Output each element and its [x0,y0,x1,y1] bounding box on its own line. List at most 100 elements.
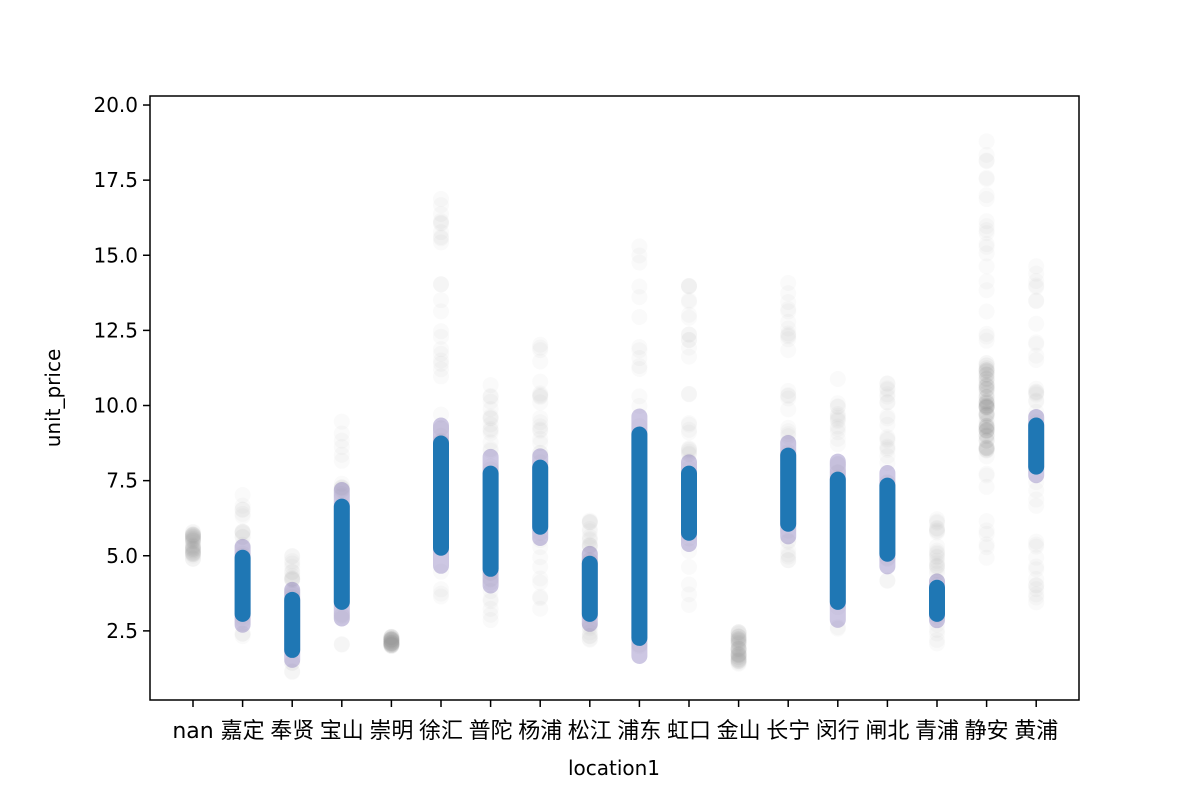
category-points-浦东 [631,238,648,664]
data-point [978,417,995,434]
x-axis-label: location1 [568,756,660,780]
data-point [978,399,995,416]
data-point [879,572,896,589]
data-point [829,420,846,437]
category-points-松江 [581,512,598,648]
data-point [1028,385,1045,402]
y-tick-label: 5.0 [106,544,138,568]
data-point [929,557,945,574]
data-point [730,648,747,665]
data-point [978,536,995,553]
data-point [185,544,201,561]
data-point [234,523,251,540]
data-point [482,410,499,427]
data-point [978,357,995,374]
data-point [185,533,201,550]
data-point [631,338,648,355]
data-point [383,629,400,646]
data-point [929,552,945,569]
data-point [1028,403,1045,420]
data-point [978,440,995,457]
data-point [780,320,797,337]
data-point [681,597,697,614]
data-point [681,543,697,560]
data-point [730,632,747,649]
data-point [929,548,945,565]
data-point [284,548,301,565]
data-point [482,388,499,405]
data-point [333,486,350,503]
data-point [581,523,598,540]
data-point [730,646,747,663]
data-point [978,539,995,556]
data-point [383,631,400,648]
data-point [383,635,400,652]
data-point [829,436,846,453]
data-point [383,635,400,652]
category-points-崇明 [383,628,400,654]
data-point [433,197,449,214]
data-point [185,546,201,563]
data-point [631,388,648,405]
data-point [978,218,995,235]
data-point [978,432,995,449]
data-point [681,278,697,295]
data-point [978,399,995,416]
data-point [929,625,945,642]
data-point [383,629,400,646]
data-point [1028,497,1045,514]
data-point [1028,380,1045,397]
data-point [284,663,301,680]
data-point [284,570,301,587]
data-point [333,610,350,627]
data-point [780,274,797,291]
data-point [681,421,697,438]
data-point [433,206,449,223]
data-point [581,530,598,547]
data-point [383,629,400,646]
data-point [780,533,797,550]
data-point [978,146,995,163]
data-point [1028,570,1045,587]
x-tick-label: 奉贤 [270,719,314,744]
data-point [433,420,449,437]
data-point [681,576,697,593]
data-point [433,190,449,207]
data-point [730,640,747,657]
data-point [532,339,549,356]
category-points-虹口 [681,277,697,614]
data-point [185,539,201,556]
category-points-徐汇 [433,190,449,605]
data-point [730,652,747,669]
y-tick-label: 2.5 [106,619,138,643]
data-point [482,591,499,608]
data-point [234,625,251,642]
data-point [978,478,995,495]
data-point [185,546,201,563]
data-point [730,628,747,645]
data-point [681,446,697,463]
data-point [681,292,697,309]
data-point [730,624,747,641]
data-point-core [929,579,945,622]
data-point [879,410,896,427]
data-point [978,422,995,439]
data-point [383,631,400,648]
data-point [978,395,995,412]
data-point [730,633,747,650]
data-point [1028,549,1045,566]
data-point [681,424,697,441]
data-point [978,405,995,422]
data-point [581,537,598,554]
category-points-静安 [978,133,995,566]
data-point [780,428,797,445]
data-point [780,303,797,320]
data-point [581,532,598,549]
data-point [879,416,896,433]
data-point [185,530,201,547]
data-point [333,438,350,455]
data-point [978,332,995,349]
data-point [284,548,301,565]
category-points-普陀 [482,377,499,629]
data-point [681,453,697,470]
